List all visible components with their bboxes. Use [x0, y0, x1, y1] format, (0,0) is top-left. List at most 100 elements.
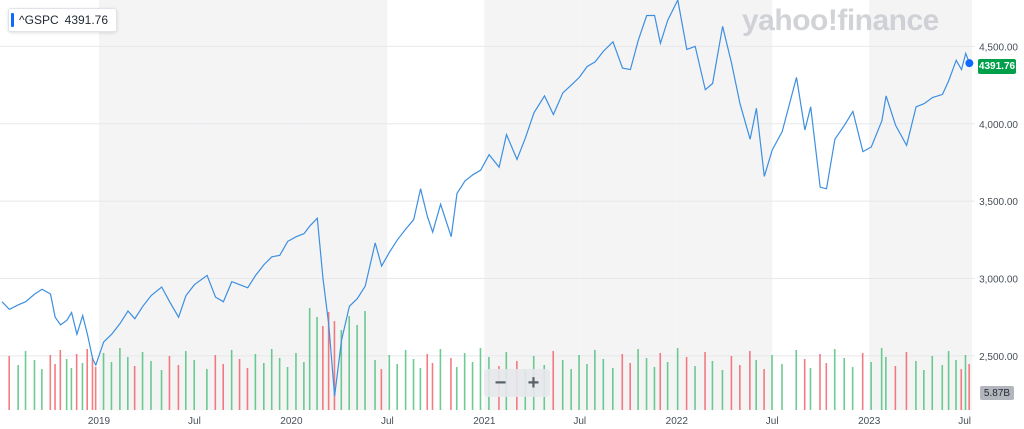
volume-bar [843, 358, 846, 410]
volume-bar [246, 368, 249, 410]
x-tick-label: Jul [188, 416, 201, 427]
volume-bar [33, 360, 36, 410]
volume-bar [809, 368, 812, 410]
volume-bar [915, 361, 917, 410]
volume-bar [941, 365, 944, 410]
zoom-in-button[interactable]: + [527, 371, 540, 394]
volume-bar [238, 359, 241, 410]
volume-bar [795, 350, 798, 410]
volume-bar [471, 362, 474, 410]
volume-bar [711, 361, 714, 410]
volume-bar [479, 348, 482, 410]
volume-bar [327, 312, 330, 410]
volume-bar [586, 364, 588, 410]
volume-bar [905, 352, 908, 410]
x-tick-label: Jul [766, 416, 779, 427]
volume-bar [730, 356, 733, 410]
volume-bar [286, 367, 289, 410]
year-band [676, 0, 773, 410]
volume-bar [177, 365, 180, 410]
y-tick-label: 4,000.00 [979, 120, 1018, 131]
volume-bar [676, 348, 679, 410]
x-tick-label: 2020 [280, 416, 303, 427]
volume-bar [419, 368, 422, 410]
volume-bar [322, 326, 324, 410]
volume-bar [59, 350, 62, 410]
volume-bar [947, 351, 950, 410]
volume-bar [968, 364, 970, 410]
volume-bars [8, 308, 970, 410]
volume-bar [578, 355, 580, 410]
volume-bar [629, 363, 631, 410]
year-band [579, 0, 677, 410]
volume-bar [666, 362, 669, 410]
x-tick-label: 2023 [858, 416, 881, 427]
volume-bar [621, 354, 624, 410]
y-tick-label: 2,500.00 [979, 352, 1018, 363]
x-axis-labels: 2019 Jul 2020 Jul 2021 Jul 2022 Jul 2023 Jul [88, 416, 971, 427]
volume-bar [880, 348, 883, 410]
volume-bar [184, 351, 187, 410]
volume-bar [86, 349, 89, 410]
volume-bar [230, 350, 233, 410]
last-price-tag: 4391.76 [978, 59, 1016, 74]
x-tick-label: 2019 [88, 416, 111, 427]
volume-bar [755, 360, 757, 410]
volume-bar [659, 353, 662, 410]
volume-bar [721, 370, 724, 410]
volume-bar [870, 362, 872, 410]
volume-bar [133, 366, 136, 410]
year-band [484, 0, 580, 410]
year-bands [2, 0, 972, 410]
volume-bar [439, 349, 442, 410]
volume-bar [781, 364, 783, 410]
volume-bar [803, 359, 806, 410]
volume-bar [960, 369, 963, 410]
volume-bar [396, 364, 398, 410]
volume-bar [570, 369, 572, 410]
volume-bar [594, 350, 596, 410]
volume-bar [141, 352, 144, 410]
volume-tag: 5.87B [980, 386, 1014, 400]
volume-bar [110, 362, 113, 410]
ticker-symbol: ^GSPC [19, 13, 59, 27]
volume-bar [463, 353, 466, 410]
y-axis-labels: 2,500.00 3,000.00 3,500.00 4,000.00 4,500.00 [979, 42, 1018, 362]
volume-bar [964, 355, 967, 410]
year-band [194, 0, 292, 410]
y-tick-label: 3,000.00 [979, 274, 1018, 285]
volume-bar [41, 369, 43, 410]
x-tick-label: 2021 [473, 416, 496, 427]
price-line [1, 0, 970, 397]
ticker-price: 4391.76 [64, 13, 109, 27]
volume-bar [295, 353, 297, 410]
volume-bar [278, 358, 281, 410]
volume-bar [653, 367, 656, 410]
y-tick-label: 4,500.00 [979, 42, 1018, 53]
volume-bar [694, 366, 696, 410]
volume-bar [263, 363, 265, 410]
year-band [2, 0, 99, 410]
volume-bar [923, 370, 925, 410]
volume-bar [222, 364, 225, 410]
volume-bar [214, 355, 217, 410]
last-price-dot [965, 59, 974, 68]
volume-bar [340, 330, 343, 410]
ticker-legend[interactable]: ^GSPC 4391.76 [8, 8, 118, 32]
year-band [387, 0, 485, 410]
year-band [869, 0, 965, 410]
volume-bar [49, 355, 52, 410]
zoom-out-button[interactable]: − [494, 371, 507, 394]
volume-bar [861, 353, 864, 410]
x-tick-label: Jul [958, 416, 971, 427]
volume-bar [54, 364, 56, 410]
volume-bar [388, 355, 391, 410]
volume-bar [749, 351, 751, 410]
volume-bar [308, 308, 311, 410]
volume-bar [685, 357, 688, 410]
x-tick-label: Jul [381, 416, 394, 427]
volume-bar [455, 367, 458, 410]
year-band [772, 0, 870, 410]
volume-bar [119, 348, 121, 410]
